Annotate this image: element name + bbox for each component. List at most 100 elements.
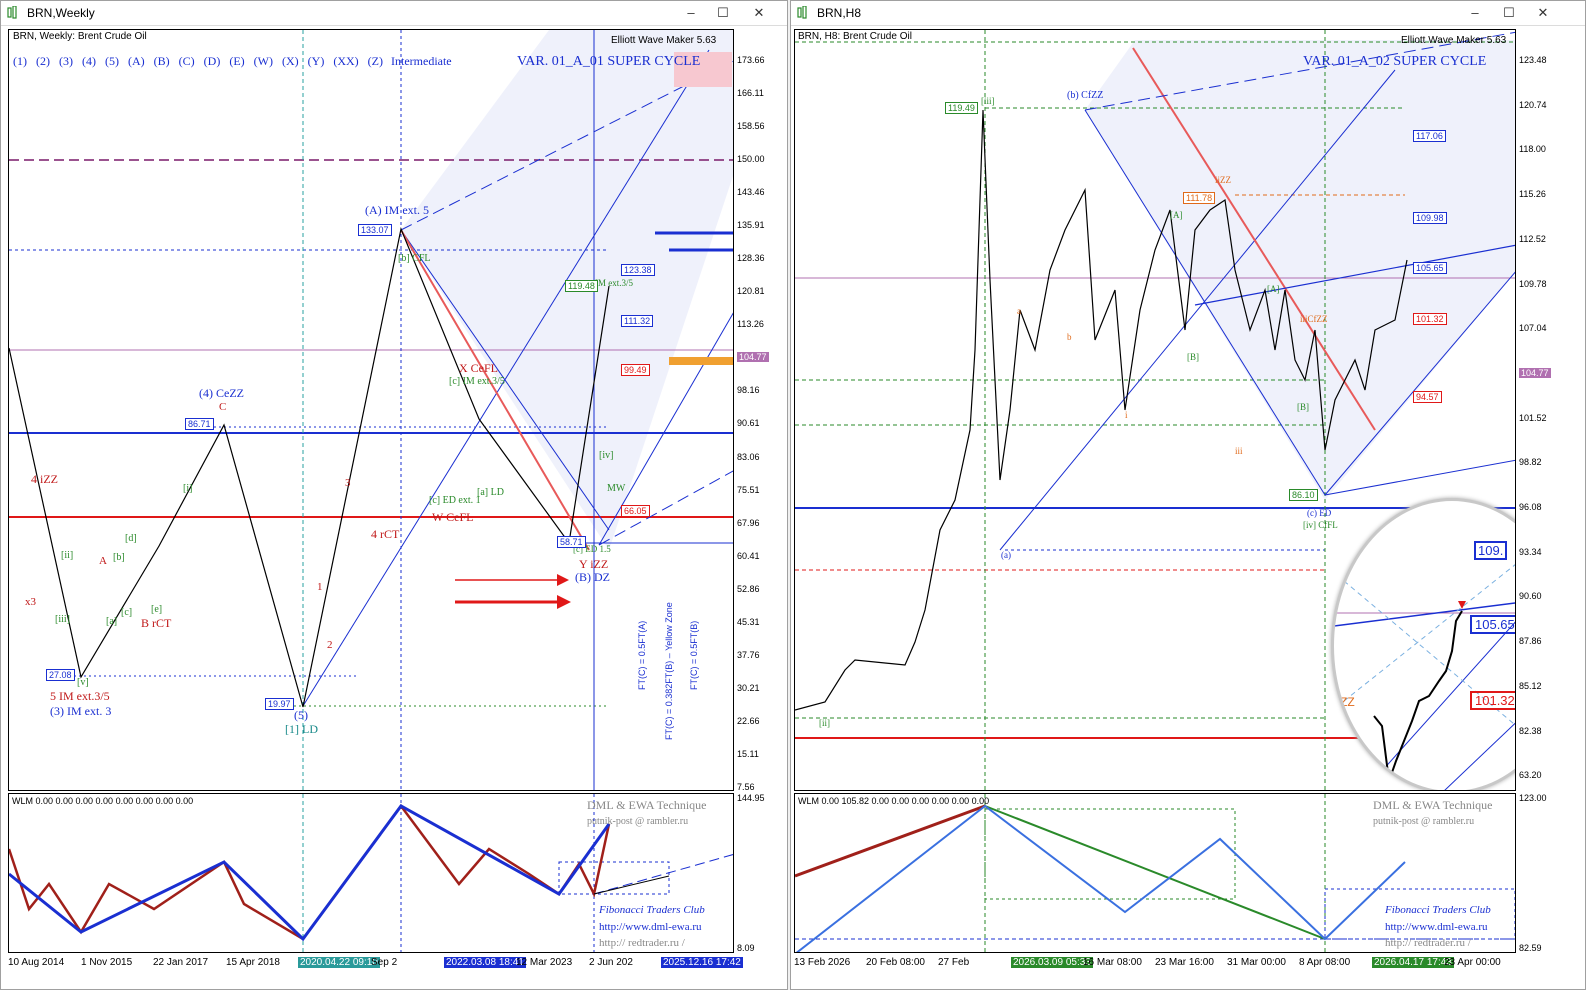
wave-button-11[interactable]: (X) bbox=[282, 54, 299, 68]
osc-projection bbox=[593, 854, 733, 895]
maximize-icon[interactable]: ☐ bbox=[717, 5, 729, 20]
credit-link[interactable]: http:// redtrader.ru / bbox=[1385, 937, 1471, 949]
vertical-legend: FT(C) = 0.382FT(B) – Yellow Zone bbox=[664, 602, 674, 740]
wave-label: [1] LD bbox=[285, 722, 318, 736]
wave-label: (3) IM ext. 3 bbox=[50, 704, 112, 718]
marker-icon bbox=[1458, 601, 1466, 609]
minimize-icon[interactable]: – bbox=[687, 5, 695, 20]
price-axis-tick: 82.38 bbox=[1519, 726, 1542, 736]
indicator-name: Elliott Wave Maker 5.63 bbox=[611, 35, 717, 46]
wave-button-9[interactable]: (E) bbox=[229, 54, 245, 68]
time-axis-tick: 2 Jun 202 bbox=[589, 957, 633, 968]
weekly-window-titlebar[interactable]: BRN,Weekly – ☐ ✕ bbox=[1, 1, 787, 26]
wave-label: (B) DZ bbox=[575, 570, 610, 584]
price-axis-tick: 120.81 bbox=[737, 286, 765, 296]
wave-label: [iii] bbox=[55, 614, 70, 625]
price-axis-tick: 22.66 bbox=[737, 716, 760, 726]
wave-button-bar: (1) (2) (3) (4) (5) (A) (B) (C) (D) (E) (W) (X) (Y) (… bbox=[13, 54, 392, 69]
wave-label: 4 iZZ bbox=[31, 472, 58, 486]
price-axis-tick: 104.77 bbox=[1519, 368, 1551, 378]
osc-green-series bbox=[984, 805, 1326, 940]
wave-button-7[interactable]: (C) bbox=[178, 54, 195, 68]
price-axis-tick: 93.34 bbox=[1519, 547, 1542, 557]
maximize-icon[interactable]: ☐ bbox=[1503, 5, 1515, 20]
fork-line bbox=[999, 69, 1396, 551]
price-series bbox=[795, 109, 1408, 711]
wave-button-8[interactable]: (D) bbox=[203, 54, 221, 68]
price-series bbox=[9, 226, 610, 708]
h8-oscillator-pane[interactable]: WLM 0.00 105.82 0.00 0.00 0.00 0.00 0.00… bbox=[794, 793, 1516, 953]
price-box: 86.10 bbox=[1289, 489, 1318, 501]
minimize-icon[interactable]: – bbox=[1471, 5, 1479, 20]
h8-window-title: BRN,H8 bbox=[817, 6, 862, 20]
wave-button-5[interactable]: (A) bbox=[128, 54, 145, 68]
h8-chart-window[interactable]: BRN,H8 – ☐ ✕ bbox=[790, 0, 1586, 990]
weekly-chart-window[interactable]: BRN,Weekly – ☐ ✕ bbox=[0, 0, 788, 990]
credit-text: Fibonacci Traders Club bbox=[599, 904, 705, 916]
price-box: 58.71 bbox=[557, 536, 586, 548]
time-axis-tick: 1 Nov 2015 bbox=[81, 957, 133, 968]
pink-zone bbox=[674, 52, 732, 87]
wave-label: B rCT bbox=[141, 616, 172, 630]
price-axis-tick: 173.66 bbox=[737, 55, 765, 65]
fork-line bbox=[400, 229, 610, 531]
osc-red-series bbox=[795, 804, 986, 878]
wave-label: iii bbox=[1235, 446, 1243, 456]
wave-label: (b) CfZZ bbox=[1067, 90, 1104, 101]
close-icon[interactable]: ✕ bbox=[1537, 5, 1549, 20]
wave-button-4[interactable]: (5) bbox=[105, 54, 119, 68]
wave-button-12[interactable]: (Y) bbox=[307, 54, 325, 68]
h8-window-titlebar[interactable]: BRN,H8 – ☐ ✕ bbox=[791, 1, 1585, 26]
wave-label: X CeFL bbox=[459, 361, 498, 375]
time-axis-tick: 2020.04.22 09:10 bbox=[298, 957, 380, 968]
wave-label: iiZZ bbox=[1215, 175, 1231, 185]
variant-title: VAR. 01_A_02 SUPER CYCLE bbox=[1303, 54, 1487, 69]
price-box: 123.38 bbox=[621, 264, 655, 276]
price-axis-tick: 83.06 bbox=[737, 452, 760, 462]
price-axis-tick: 123.48 bbox=[1519, 55, 1547, 65]
time-axis-tick: Sep 2 bbox=[371, 957, 398, 968]
price-box: 111.32 bbox=[621, 315, 654, 327]
weekly-oscillator-pane[interactable]: WLM 0.00 0.00 0.00 0.00 0.00 0.00 0.00 0… bbox=[8, 793, 734, 953]
arrow-head bbox=[557, 595, 571, 609]
wave-label: [ii] bbox=[61, 550, 74, 561]
wave-label: (4) CeZZ bbox=[199, 386, 244, 400]
price-axis-tick: 150.00 bbox=[737, 154, 765, 164]
h8-price-pane[interactable]: BRN, H8: Brent Crude Oil Elliott Wave Ma… bbox=[794, 29, 1516, 791]
price-axis-tick: 30.21 bbox=[737, 683, 760, 693]
time-axis-tick: 10 Aug 2014 bbox=[8, 957, 65, 968]
wave-button-1[interactable]: (2) bbox=[36, 54, 50, 68]
price-axis-tick: 90.61 bbox=[737, 418, 760, 428]
wave-label: 4 rCT bbox=[371, 527, 400, 541]
credit-link[interactable]: http://www.dml-ewa.ru bbox=[1385, 921, 1488, 933]
wave-label: i bbox=[1125, 410, 1128, 420]
weekly-oscillator-chart bbox=[9, 794, 733, 952]
time-axis-tick: 2026.04.17 17:43 bbox=[1372, 957, 1454, 968]
wave-label: [i] bbox=[183, 483, 193, 494]
wave-button-6[interactable]: (B) bbox=[153, 54, 170, 68]
wave-button-10[interactable]: (W) bbox=[253, 54, 273, 68]
credit-link[interactable]: http://www.dml-ewa.ru bbox=[599, 921, 702, 933]
credit-link[interactable]: http:// redtrader.ru / bbox=[599, 937, 685, 949]
price-axis-tick: 120.74 bbox=[1519, 100, 1547, 110]
weekly-price-pane[interactable]: BRN, Weekly: Brent Crude Oil (1) (2) (3) (4… bbox=[8, 29, 734, 791]
osc-axis-tick: 144.95 bbox=[737, 793, 765, 803]
wave-button-13[interactable]: (XX) bbox=[333, 54, 359, 68]
fork-median bbox=[1132, 47, 1376, 431]
osc-projection bbox=[593, 875, 670, 895]
wave-button-3[interactable]: (4) bbox=[82, 54, 96, 68]
wave-button-14[interactable]: (Z) bbox=[367, 54, 383, 68]
wave-label: IM ext.3/5 bbox=[595, 278, 633, 288]
time-axis-tick: 23 Apr 00:00 bbox=[1444, 957, 1501, 968]
wave-button-2[interactable]: (3) bbox=[59, 54, 73, 68]
wave-label: MW bbox=[607, 483, 626, 494]
credit-text: DML & EWA Technique bbox=[1373, 798, 1493, 812]
degree-label[interactable]: Intermediate bbox=[391, 54, 452, 68]
price-axis-tick: 158.56 bbox=[737, 121, 765, 131]
close-icon[interactable]: ✕ bbox=[753, 5, 765, 20]
wave-label: [iv] bbox=[599, 450, 614, 461]
wave-label: [c] ED 1.5 bbox=[573, 544, 611, 554]
yellow-zone bbox=[669, 357, 733, 365]
wave-button-0[interactable]: (1) bbox=[13, 54, 27, 68]
wave-label: [v] bbox=[77, 677, 89, 688]
